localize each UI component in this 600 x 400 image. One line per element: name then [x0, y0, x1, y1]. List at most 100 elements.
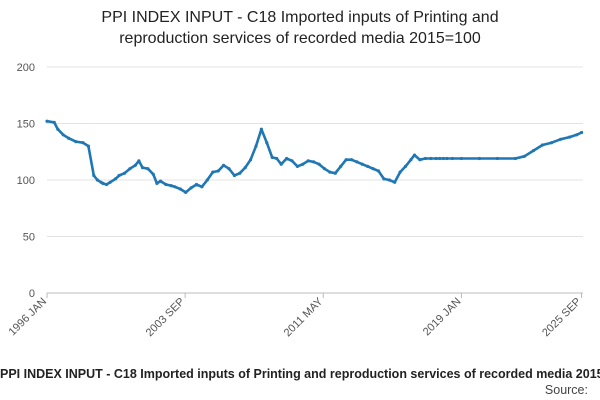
data-point[interactable] — [333, 171, 337, 175]
data-point[interactable] — [279, 162, 283, 166]
data-point[interactable] — [376, 169, 381, 173]
data-point[interactable] — [146, 167, 150, 171]
data-point[interactable] — [403, 164, 408, 168]
data-point[interactable] — [423, 156, 427, 161]
data-point[interactable] — [227, 167, 231, 171]
data-point[interactable] — [113, 177, 118, 181]
data-point[interactable] — [366, 164, 370, 168]
data-point[interactable] — [137, 159, 141, 163]
data-point[interactable] — [328, 170, 332, 174]
data-point[interactable] — [445, 156, 449, 161]
data-point[interactable] — [178, 187, 182, 191]
grid-lines — [47, 66, 583, 294]
data-point[interactable] — [232, 173, 236, 178]
x-axis-ticks: 1996 JAN 2003 SEP 2011 MAY 2019 JAN 2025 SEP — [6, 293, 584, 340]
data-point[interactable] — [74, 140, 78, 144]
data-point[interactable] — [128, 167, 132, 171]
data-point[interactable] — [429, 156, 433, 161]
data-point[interactable] — [344, 158, 348, 162]
data-point[interactable] — [477, 156, 481, 161]
data-point[interactable] — [216, 169, 220, 173]
data-point[interactable] — [249, 158, 253, 162]
data-point[interactable] — [104, 182, 109, 187]
data-point[interactable] — [575, 133, 579, 137]
y-tick-label: 100 — [17, 175, 35, 187]
data-point[interactable] — [275, 156, 279, 161]
data-point[interactable] — [409, 158, 413, 162]
data-point[interactable] — [81, 141, 85, 145]
data-point[interactable] — [265, 141, 269, 145]
data-point[interactable] — [122, 171, 127, 175]
data-point[interactable] — [412, 153, 417, 157]
data-point[interactable] — [205, 178, 209, 182]
data-point[interactable] — [567, 135, 572, 139]
data-point[interactable] — [86, 144, 90, 148]
data-point[interactable] — [580, 130, 584, 135]
data-point[interactable] — [434, 156, 438, 161]
data-point[interactable] — [92, 173, 96, 178]
chart-title-line-1: PPI INDEX INPUT - C18 Imported inputs of… — [101, 9, 498, 26]
data-point[interactable] — [387, 178, 391, 182]
data-point[interactable] — [549, 141, 554, 145]
data-point[interactable] — [495, 156, 499, 161]
data-point[interactable] — [306, 159, 310, 163]
data-point[interactable] — [371, 167, 375, 171]
data-point[interactable] — [184, 190, 188, 194]
data-point[interactable] — [418, 158, 422, 162]
data-point[interactable] — [295, 164, 299, 168]
data-point[interactable] — [540, 143, 545, 147]
data-point[interactable] — [522, 154, 527, 158]
data-point[interactable] — [52, 120, 56, 124]
data-point[interactable] — [438, 156, 442, 161]
data-point[interactable] — [349, 158, 354, 162]
data-point[interactable] — [56, 127, 60, 131]
data-point[interactable] — [67, 136, 71, 140]
data-point[interactable] — [117, 173, 121, 178]
data-point[interactable] — [243, 166, 247, 170]
data-point[interactable] — [169, 184, 173, 188]
data-point[interactable] — [194, 182, 199, 187]
data-point[interactable] — [558, 137, 563, 141]
data-point[interactable] — [45, 119, 49, 123]
data-point[interactable] — [133, 163, 137, 167]
data-point[interactable] — [290, 159, 294, 163]
data-point[interactable] — [393, 180, 397, 184]
data-point[interactable] — [173, 185, 177, 189]
data-point[interactable] — [450, 156, 454, 161]
data-point[interactable] — [151, 172, 155, 176]
data-point[interactable] — [322, 167, 327, 171]
data-point[interactable] — [158, 179, 163, 183]
data-point[interactable] — [312, 160, 316, 164]
data-point[interactable] — [101, 181, 105, 185]
data-point[interactable] — [95, 178, 99, 182]
x-tick-label: 2025 SEP — [540, 296, 584, 340]
data-point[interactable] — [441, 156, 445, 161]
series-line[interactable] — [45, 119, 583, 194]
data-point[interactable] — [382, 177, 386, 181]
data-point[interactable] — [355, 160, 359, 164]
legend-label[interactable]: PPI INDEX INPUT - C18 Imported inputs of… — [0, 367, 600, 381]
data-point[interactable] — [339, 164, 343, 168]
data-point[interactable] — [301, 162, 305, 166]
data-point[interactable] — [513, 156, 518, 161]
data-point[interactable] — [108, 180, 112, 184]
data-point[interactable] — [317, 162, 321, 166]
data-point[interactable] — [222, 163, 226, 167]
data-point[interactable] — [200, 185, 204, 189]
data-point[interactable] — [459, 156, 463, 161]
chart-title-line-2: reproduction services of recorded media … — [119, 30, 481, 47]
data-point[interactable] — [189, 186, 193, 190]
data-point[interactable] — [211, 170, 215, 174]
data-point[interactable] — [360, 162, 364, 166]
data-point[interactable] — [164, 182, 168, 187]
data-point[interactable] — [238, 171, 242, 175]
data-point[interactable] — [270, 155, 274, 159]
data-point[interactable] — [398, 170, 402, 174]
data-point[interactable] — [155, 181, 159, 185]
data-point[interactable] — [259, 127, 263, 131]
data-point[interactable] — [254, 144, 258, 148]
data-point[interactable] — [61, 133, 65, 137]
data-point[interactable] — [140, 166, 145, 170]
data-point[interactable] — [531, 149, 536, 153]
data-point[interactable] — [285, 156, 289, 161]
